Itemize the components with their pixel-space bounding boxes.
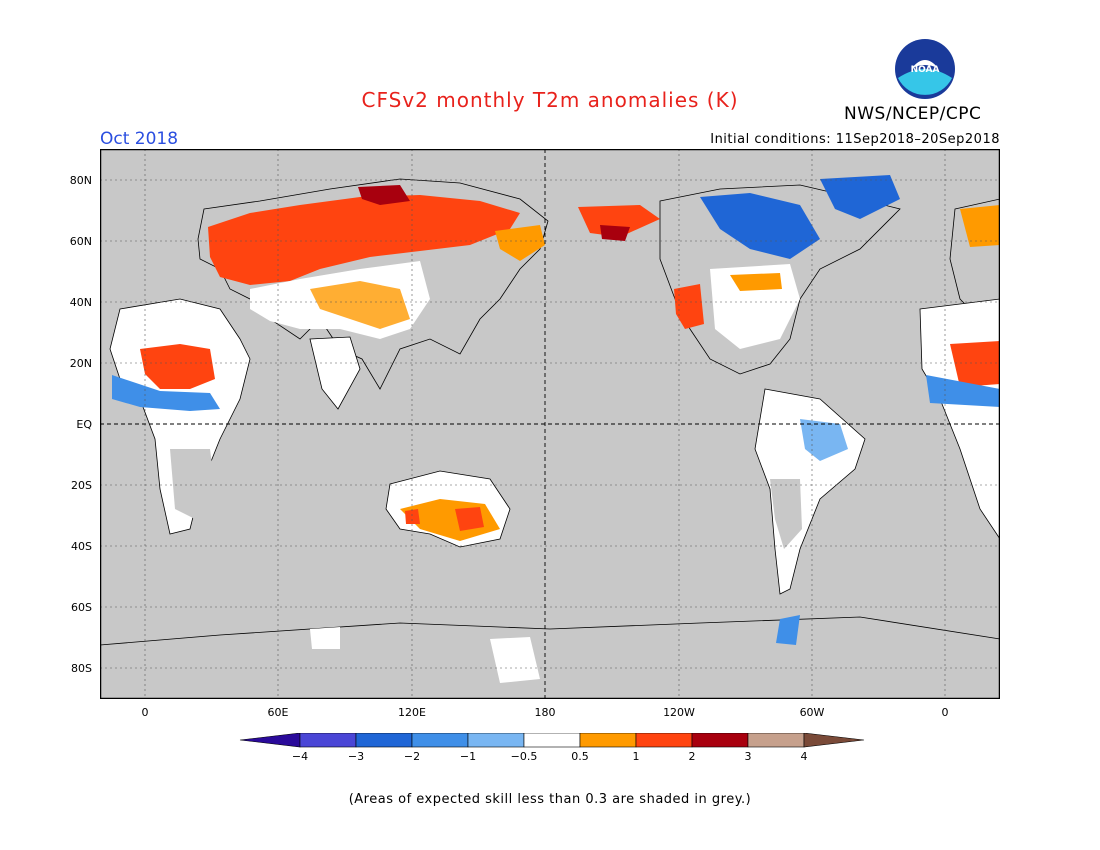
skill-footnote: (Areas of expected skill less than 0.3 a…	[348, 792, 752, 807]
lon-label-0-right: 0	[941, 706, 949, 719]
siberia-warm-region	[208, 195, 520, 285]
legend-color-box	[579, 733, 637, 748]
legend-color-box	[635, 733, 693, 748]
europe-warm-right	[960, 205, 1000, 247]
lon-label-60w: 60W	[799, 706, 825, 719]
sahel-cool	[112, 375, 220, 411]
china-warm-patches	[310, 281, 410, 329]
legend-tick-label: 4	[801, 750, 808, 763]
legend-color-box	[691, 733, 749, 748]
south-america-grey	[770, 479, 802, 549]
lat-label-20n: 20N	[69, 357, 92, 370]
lat-label-80s: 80S	[71, 662, 92, 675]
legend-color-box	[747, 733, 805, 748]
east-siberia-orange	[495, 225, 545, 261]
land-india	[309, 336, 361, 410]
legend-tick-label: 0.5	[571, 750, 589, 763]
agency-label: NWS/NCEP/CPC	[844, 104, 982, 124]
legend-tick-label: 2	[689, 750, 696, 763]
legend-tick-label: −1	[460, 750, 476, 763]
lat-label-40n: 40N	[69, 296, 92, 309]
map-border	[100, 149, 1000, 699]
us-west-warm	[674, 284, 704, 329]
initial-conditions: Initial conditions: 11Sep2018–20Sep2018	[710, 132, 1000, 147]
australia-hot	[405, 507, 484, 531]
lon-label-180: 180	[534, 706, 556, 719]
canada-cool	[700, 193, 820, 259]
legend-color-box	[467, 733, 525, 748]
color-legend: −4 −3 −2 −1 −0.5 0.5 1 2 3 4	[239, 733, 865, 763]
siberia-hot-spot	[358, 185, 410, 205]
lat-label-40s: 40S	[71, 540, 92, 553]
lat-label-80n: 80N	[69, 174, 92, 187]
sahel-cool-right	[926, 375, 1000, 407]
legend-color-box	[523, 733, 581, 748]
legend-color-box	[355, 733, 413, 748]
legend-color-box	[411, 733, 469, 748]
us-east-warm	[730, 273, 782, 291]
alaska-hot	[600, 225, 630, 241]
legend-tick-label: 1	[633, 750, 640, 763]
legend-arrow-low	[239, 733, 301, 748]
lon-label-120e: 120E	[398, 706, 426, 719]
sahara-warm	[140, 344, 215, 389]
lat-label-eq: EQ	[76, 418, 92, 431]
legend-tick-label: 3	[745, 750, 752, 763]
forecast-month: Oct 2018	[100, 129, 179, 149]
logo-text: NOAA	[911, 65, 940, 75]
lat-label-20s: 20S	[71, 479, 92, 492]
legend-arrow-high	[803, 733, 865, 748]
legend-color-box	[299, 733, 357, 748]
sahara-warm-right	[950, 341, 1000, 387]
alaska-warm	[578, 205, 660, 237]
lon-label-0: 0	[141, 706, 149, 719]
antarctica-white-patches	[310, 627, 540, 683]
anomaly-map	[100, 149, 1000, 699]
noaa-logo: NOAA	[895, 39, 955, 99]
lon-label-120w: 120W	[663, 706, 695, 719]
legend-tick-label: −2	[404, 750, 420, 763]
lat-label-60s: 60S	[71, 601, 92, 614]
map-title: CFSv2 monthly T2m anomalies (K)	[361, 88, 739, 112]
antarctic-peninsula-cool	[776, 615, 800, 645]
africa-south-grey	[170, 449, 215, 519]
greenland-cool	[820, 175, 900, 219]
legend-tick-label: −4	[292, 750, 308, 763]
lon-label-60e: 60E	[267, 706, 289, 719]
lat-label-60n: 60N	[69, 235, 92, 248]
legend-tick-label: −0.5	[511, 750, 538, 763]
legend-tick-label: −3	[348, 750, 364, 763]
